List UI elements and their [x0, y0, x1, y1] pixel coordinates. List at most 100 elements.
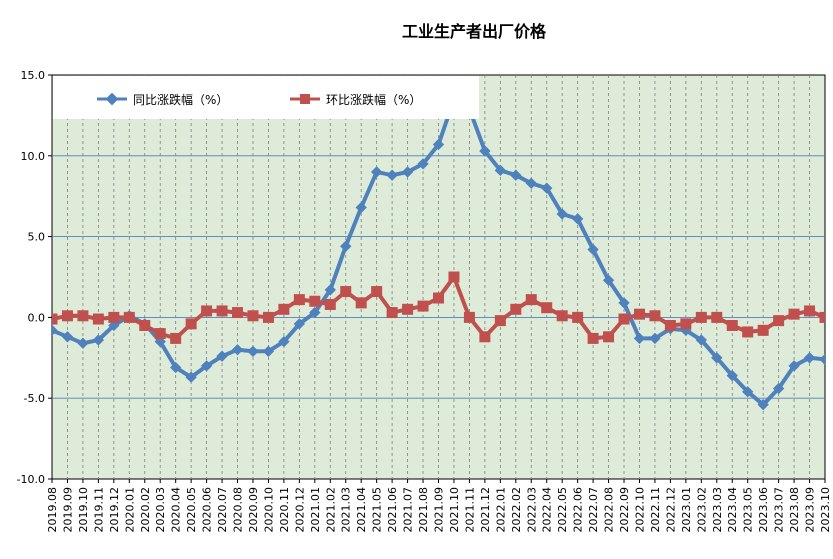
data-point [541, 182, 553, 194]
x-tick-label: 2022.01 [494, 487, 507, 533]
x-tick-label: 2023.04 [726, 487, 739, 533]
data-point [185, 318, 197, 330]
data-point [402, 303, 414, 315]
x-tick-label: 2022.11 [649, 487, 662, 533]
legend-marker-mom [300, 94, 310, 104]
y-tick-label: 10.0 [21, 150, 46, 163]
x-tick-label: 2023.03 [711, 487, 724, 533]
data-point [278, 335, 290, 348]
x-tick-label: 2020.03 [154, 487, 167, 533]
y-tick-label: 15.0 [21, 69, 46, 82]
data-point [803, 352, 816, 364]
data-point [618, 297, 630, 309]
x-tick-label: 2021.12 [479, 487, 492, 533]
data-point [293, 318, 306, 330]
x-tick-label: 2023.02 [695, 487, 708, 533]
x-tick-label: 2020.08 [232, 487, 245, 533]
data-point [633, 308, 645, 320]
x-tick-label: 2023.01 [680, 487, 693, 533]
data-point [154, 328, 166, 340]
data-point [262, 345, 275, 357]
x-tick-label: 2021.04 [355, 487, 368, 533]
vertical-gridlines [67, 75, 810, 479]
x-tick-label: 2019.09 [61, 487, 74, 533]
data-point [463, 311, 475, 323]
data-point [309, 295, 321, 307]
y-tick-label: 5.0 [28, 231, 46, 244]
x-axis-ticks: 2019.08 2019.09 2019.10 2019.11 2019.12 2020.… [46, 479, 832, 533]
data-point [804, 305, 816, 317]
data-point [61, 310, 73, 322]
series-layer [52, 93, 825, 411]
x-tick-label: 2020.01 [123, 487, 136, 533]
x-tick-label: 2022.07 [587, 487, 600, 533]
data-point [541, 302, 553, 314]
x-tick-label: 2023.08 [788, 487, 801, 533]
x-tick-label: 2021.11 [463, 487, 476, 532]
data-point [587, 332, 599, 344]
data-point [170, 332, 182, 344]
data-point [92, 313, 104, 325]
x-tick-label: 2022.10 [633, 487, 646, 533]
data-point [757, 399, 769, 411]
data-point [742, 386, 754, 398]
x-tick-label: 2022.03 [525, 487, 538, 533]
data-point [773, 315, 785, 327]
x-tick-label: 2021.07 [402, 487, 415, 533]
data-point [293, 294, 305, 306]
y-axis-ticks: 15.0 10.0 5.0 0.0 -5.0 -10.0 [17, 69, 52, 486]
series-mom [52, 271, 825, 344]
x-tick-label: 2021.06 [386, 487, 399, 533]
x-tick-label: 2021.03 [340, 487, 353, 533]
data-point [479, 331, 491, 343]
data-point [819, 311, 825, 323]
data-point [432, 138, 445, 151]
data-point [602, 274, 615, 286]
x-tick-label: 2022.06 [572, 487, 585, 533]
data-point [819, 353, 825, 366]
data-point [417, 300, 429, 312]
data-point [324, 284, 336, 296]
y-tick-label: -10.0 [17, 473, 45, 486]
x-tick-label: 2020.06 [201, 487, 214, 533]
data-point [772, 382, 785, 395]
data-point [633, 332, 646, 345]
x-tick-label: 2023.10 [819, 487, 832, 533]
x-tick-label: 2020.11 [278, 487, 291, 533]
data-point [386, 169, 398, 181]
data-point [649, 332, 661, 345]
y-tick-label: 0.0 [28, 311, 46, 324]
data-point [572, 311, 584, 323]
data-point [556, 208, 568, 220]
data-point [757, 324, 769, 336]
x-tick-label: 2019.10 [77, 487, 90, 533]
x-tick-label: 2022.04 [541, 487, 554, 533]
data-point [510, 303, 522, 315]
horizontal-gridlines [52, 155, 825, 399]
data-point [711, 311, 723, 323]
data-point [494, 164, 506, 177]
data-point [139, 319, 151, 331]
data-point [340, 240, 352, 252]
x-tick-label: 2019.12 [108, 487, 121, 533]
x-tick-label: 2023.06 [757, 487, 770, 533]
data-point [433, 292, 444, 304]
x-tick-label: 2020.09 [247, 487, 260, 533]
x-tick-label: 2021.09 [433, 487, 446, 533]
data-point [123, 311, 135, 323]
data-point [247, 310, 259, 322]
data-point [695, 334, 707, 346]
data-point [386, 307, 398, 319]
data-point [726, 319, 738, 331]
data-point [603, 331, 615, 343]
x-tick-label: 2021.08 [417, 487, 430, 533]
data-point [448, 271, 460, 283]
data-point [556, 310, 568, 322]
legend: 同比涨跌幅（%） 环比涨跌幅（%） [53, 76, 479, 119]
data-point [371, 286, 383, 298]
x-tick-label: 2020.05 [185, 487, 198, 533]
data-point [216, 305, 228, 317]
data-point [232, 307, 244, 319]
data-point [711, 352, 723, 364]
legend-label-yoy: 同比涨跌幅（%） [133, 92, 228, 107]
